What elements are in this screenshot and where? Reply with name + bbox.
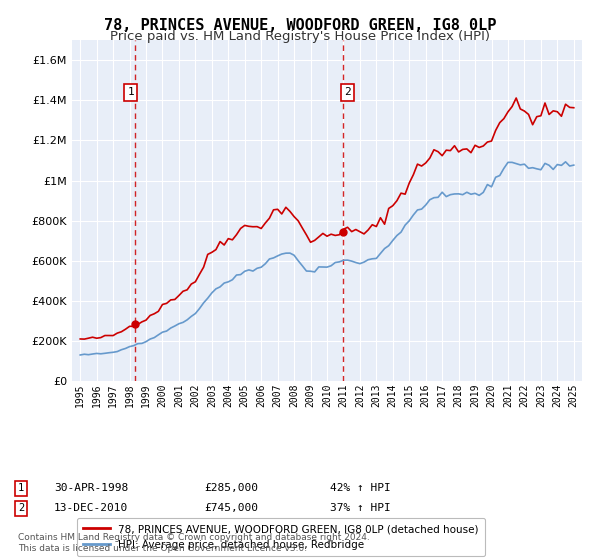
Text: 78, PRINCES AVENUE, WOODFORD GREEN, IG8 0LP: 78, PRINCES AVENUE, WOODFORD GREEN, IG8 … bbox=[104, 18, 496, 33]
Text: 30-APR-1998: 30-APR-1998 bbox=[54, 483, 128, 493]
Text: £745,000: £745,000 bbox=[204, 503, 258, 514]
Text: 2: 2 bbox=[344, 87, 351, 97]
Text: 1: 1 bbox=[128, 87, 134, 97]
Text: 13-DEC-2010: 13-DEC-2010 bbox=[54, 503, 128, 514]
Text: 2: 2 bbox=[18, 503, 24, 514]
Text: Contains HM Land Registry data © Crown copyright and database right 2024.
This d: Contains HM Land Registry data © Crown c… bbox=[18, 534, 370, 553]
Text: 42% ↑ HPI: 42% ↑ HPI bbox=[330, 483, 391, 493]
Text: 37% ↑ HPI: 37% ↑ HPI bbox=[330, 503, 391, 514]
Text: £285,000: £285,000 bbox=[204, 483, 258, 493]
Legend: 78, PRINCES AVENUE, WOODFORD GREEN, IG8 0LP (detached house), HPI: Average price: 78, PRINCES AVENUE, WOODFORD GREEN, IG8 … bbox=[77, 518, 485, 556]
Text: 1: 1 bbox=[18, 483, 24, 493]
Text: Price paid vs. HM Land Registry's House Price Index (HPI): Price paid vs. HM Land Registry's House … bbox=[110, 30, 490, 43]
